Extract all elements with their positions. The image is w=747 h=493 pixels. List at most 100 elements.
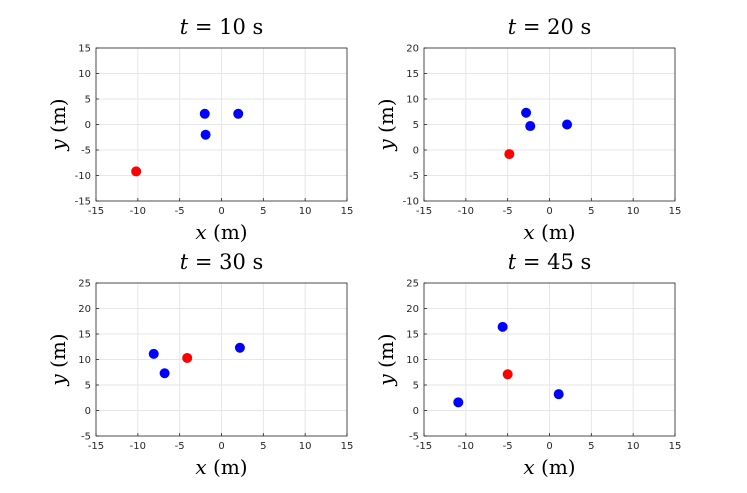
x-tick-label: -5 [175,206,185,217]
x-tick-label: 0 [218,206,224,217]
y-tick-label: -5 [409,171,419,182]
chart-title: t = 10 s [180,15,264,39]
y-tick-label: 20 [406,304,419,315]
x-tick-label: -10 [458,206,474,217]
y-tick-label: 0 [85,120,91,131]
x-axis-label-variable: x [195,455,206,479]
x-tick-label: -15 [416,441,432,452]
chart-title: t = 20 s [508,15,592,39]
chart-title-text: = 45 s [516,250,591,274]
y-tick-label: 20 [406,44,419,55]
y-axis-label: y (m) [46,98,70,151]
x-axis-label-text: (m) [207,455,248,479]
x-tick-label: -10 [458,441,474,452]
data-point-red [504,149,515,160]
data-point-blue [233,108,244,119]
x-axis-label: x (m) [195,455,247,479]
y-tick-label: 0 [413,406,419,417]
data-point-blue [497,321,508,332]
x-tick-label: 10 [299,206,312,217]
y-axis-label-variable: y [46,139,70,152]
x-tick-label: 5 [588,206,594,217]
y-tick-label: 0 [413,146,419,157]
data-point-blue [148,348,159,359]
x-tick-label: -10 [130,441,146,452]
x-tick-label: 10 [627,206,640,217]
x-tick-label: 10 [627,441,640,452]
data-point-blue [200,129,211,140]
y-tick-label: 10 [78,355,91,366]
x-tick-label: -5 [503,206,513,217]
data-point-blue [159,368,170,379]
x-axis-label-variable: x [195,220,206,244]
x-tick-label: 15 [669,441,682,452]
y-tick-label: 5 [85,95,91,106]
x-axis-label-variable: x [523,455,534,479]
data-point-blue [234,342,245,353]
chart-title: t = 45 s [508,250,592,274]
x-tick-label: 5 [588,441,594,452]
y-tick-label: 15 [406,69,419,80]
y-axis-label-text: (m) [46,333,70,374]
scatter-panel-1: -15 -10 -5 0 5 10 15 -15 -10 -5 0 5 10 15 t = 10 s x (m… [46,15,353,244]
x-tick-label: -15 [88,441,104,452]
y-tick-label: 0 [85,406,91,417]
data-point-blue [453,397,464,408]
x-tick-label: -5 [503,441,513,452]
x-tick-label: -10 [130,206,146,217]
chart-title-text: = 30 s [188,250,263,274]
x-axis-label-text: (m) [207,220,248,244]
y-tick-label: 10 [78,69,91,80]
y-tick-label: 5 [413,381,419,392]
x-tick-label: 5 [260,206,266,217]
x-axis-label-variable: x [523,220,534,244]
y-axis-label-variable: y [46,374,70,387]
data-point-blue [562,119,573,130]
y-tick-label: 10 [406,355,419,366]
y-tick-label: -10 [403,197,419,208]
y-axis-label-text: (m) [46,98,70,139]
chart-title-text: = 20 s [516,15,591,39]
data-point-blue [521,107,532,118]
chart-title-variable: t [508,250,517,274]
chart-title-variable: t [508,15,517,39]
data-point-red [131,166,142,177]
y-tick-label: 10 [406,95,419,106]
y-axis-label-variable: y [374,374,398,387]
x-axis-label: x (m) [523,220,575,244]
y-axis-label: y (m) [374,98,398,151]
y-tick-label: 5 [85,381,91,392]
data-point-red [502,369,513,380]
y-tick-label: 20 [78,304,91,315]
y-tick-label: -10 [75,171,91,182]
x-tick-label: 15 [669,206,682,217]
x-tick-label: -15 [88,206,104,217]
data-point-red [182,352,193,363]
y-tick-label: -5 [81,432,91,443]
y-tick-label: 5 [413,120,419,131]
x-axis-label-text: (m) [535,455,576,479]
data-point-blue [553,389,564,400]
y-tick-label: 15 [78,330,91,341]
x-axis-label: x (m) [523,455,575,479]
data-point-blue [199,108,210,119]
x-tick-label: 0 [546,206,552,217]
x-tick-label: 10 [299,441,312,452]
x-tick-label: 5 [260,441,266,452]
y-tick-label: -5 [409,432,419,443]
y-axis-label-variable: y [374,139,398,152]
x-tick-label: 0 [546,441,552,452]
x-axis-label-text: (m) [535,220,576,244]
y-tick-label: 15 [78,44,91,55]
chart-title: t = 30 s [180,250,264,274]
x-tick-label: 0 [218,441,224,452]
y-tick-label: -5 [81,146,91,157]
chart-title-text: = 10 s [188,15,263,39]
x-axis-label: x (m) [195,220,247,244]
y-axis-label-text: (m) [374,333,398,374]
y-tick-label: -15 [75,197,91,208]
